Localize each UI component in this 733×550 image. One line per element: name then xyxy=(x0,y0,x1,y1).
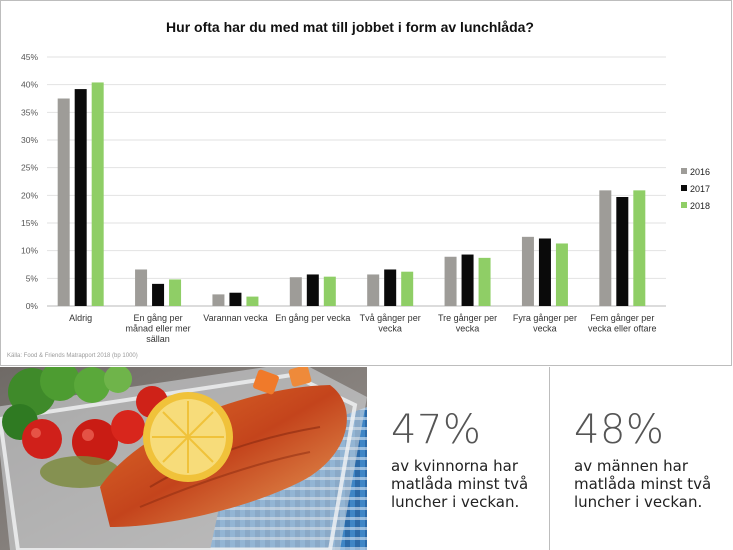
y-tick-label: 35% xyxy=(21,107,38,117)
x-tick-label: En gång per xyxy=(134,313,183,323)
bar xyxy=(306,274,319,306)
bar xyxy=(169,279,182,306)
bar xyxy=(401,271,414,306)
x-tick-label: Fyra gånger per xyxy=(513,313,577,323)
x-tick-label: månad eller mer xyxy=(126,324,191,334)
bar-chart: Hur ofta har du med mat till jobbet i fo… xyxy=(21,19,710,344)
y-tick-label: 20% xyxy=(21,190,38,200)
bar xyxy=(633,190,646,306)
stat-women-line: av kvinnorna har xyxy=(391,457,518,475)
y-tick-label: 25% xyxy=(21,163,38,173)
lunchbox-photo xyxy=(0,367,367,550)
x-tick-label: vecka xyxy=(378,324,402,334)
y-tick-label: 15% xyxy=(21,218,38,228)
x-tick-label: vecka xyxy=(533,324,557,334)
bar xyxy=(616,196,629,306)
bar xyxy=(367,274,380,306)
bar xyxy=(538,238,551,306)
stat-women-line: matlåda minst två xyxy=(391,475,529,493)
stat-men-percent: 48% xyxy=(574,407,665,453)
source-note: Källa: Food & Friends Matrapport 2018 (b… xyxy=(7,353,138,359)
y-tick-label: 5% xyxy=(26,273,39,283)
bar xyxy=(444,256,457,306)
x-tick-label: En gång per vecka xyxy=(275,313,350,323)
y-tick-label: 40% xyxy=(21,80,38,90)
x-tick-label: Aldrig xyxy=(69,313,92,323)
x-tick-label: Tre gånger per xyxy=(438,313,497,323)
bar xyxy=(212,294,225,306)
stat-men-line: matlåda minst två xyxy=(574,475,712,493)
bar xyxy=(74,89,87,307)
bar xyxy=(555,243,568,306)
x-tick-label: vecka eller oftare xyxy=(588,324,657,334)
stat-women-text: av kvinnorna har matlåda minst två lunch… xyxy=(391,457,541,511)
x-tick-label: vecka xyxy=(456,324,480,334)
legend-label: 2018 xyxy=(690,201,710,211)
bar xyxy=(229,292,242,306)
y-tick-label: 10% xyxy=(21,246,38,256)
chart-title: Hur ofta har du med mat till jobbet i fo… xyxy=(166,19,534,35)
bar xyxy=(289,277,302,306)
chart-panel: Hur ofta har du med mat till jobbet i fo… xyxy=(0,0,732,366)
legend-label: 2016 xyxy=(690,167,710,177)
legend-swatch xyxy=(681,168,687,174)
y-tick-label: 30% xyxy=(21,135,38,145)
y-tick-label: 0% xyxy=(26,301,39,311)
legend-swatch xyxy=(681,202,687,208)
x-tick-label: sällan xyxy=(146,334,170,344)
legend-swatch xyxy=(681,185,687,191)
bar xyxy=(57,98,70,306)
bar xyxy=(521,236,534,306)
bar xyxy=(384,269,397,306)
x-tick-label: Varannan vecka xyxy=(203,313,267,323)
bar xyxy=(599,190,612,306)
legend-label: 2017 xyxy=(690,184,710,194)
bar xyxy=(91,82,104,306)
bar xyxy=(323,276,336,306)
stat-women-line: luncher i veckan. xyxy=(391,493,520,511)
stat-men-line: av männen har xyxy=(574,457,689,475)
stat-men-text: av männen har matlåda minst två luncher … xyxy=(574,457,724,511)
x-tick-label: Två gånger per xyxy=(360,313,421,323)
bar xyxy=(478,257,491,306)
stat-women-panel: 47% av kvinnorna har matlåda minst två l… xyxy=(367,367,550,550)
stat-men-panel: 48% av männen har matlåda minst två lunc… xyxy=(550,367,733,550)
bar xyxy=(246,296,259,306)
x-tick-label: Fem gånger per xyxy=(590,313,654,323)
stat-men-line: luncher i veckan. xyxy=(574,493,703,511)
stat-women-percent: 47% xyxy=(391,407,482,453)
y-tick-label: 45% xyxy=(21,52,38,62)
bar xyxy=(135,269,148,306)
bar xyxy=(152,283,165,306)
bar xyxy=(461,254,474,306)
